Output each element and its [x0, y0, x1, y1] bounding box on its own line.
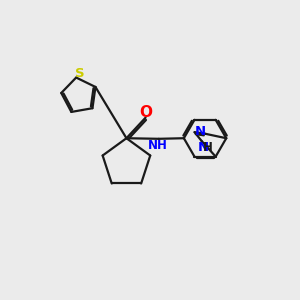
Text: H: H — [203, 141, 213, 154]
Text: N: N — [197, 141, 208, 154]
Text: N: N — [194, 125, 206, 138]
Text: NH: NH — [148, 139, 168, 152]
Text: O: O — [139, 105, 152, 120]
Text: S: S — [75, 67, 85, 80]
